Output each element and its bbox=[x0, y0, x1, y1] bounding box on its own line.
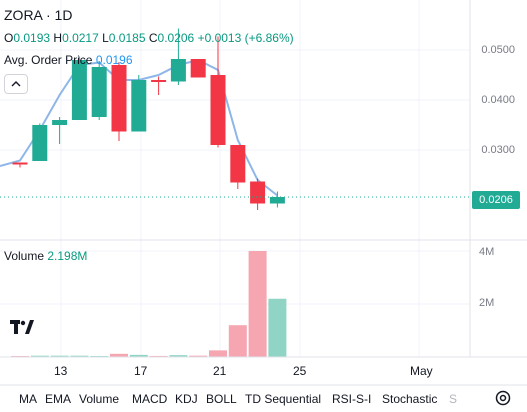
open-label: O bbox=[4, 31, 14, 45]
avg-order-price-legend: Avg. Order Price 0.0196 bbox=[4, 53, 133, 67]
candle-body bbox=[71, 60, 87, 120]
price-axis-label: 0.0500 bbox=[481, 44, 515, 56]
tradingview-logo-icon bbox=[10, 320, 34, 334]
candle-body bbox=[269, 197, 285, 204]
indicator-macd[interactable]: MACD bbox=[132, 392, 168, 406]
current-price-tag: 0.0206 bbox=[472, 191, 520, 209]
low-label: L bbox=[102, 31, 109, 45]
indicator-toolbar: MA EMA Volume MACD KDJ BOLL TD Sequentia… bbox=[0, 386, 527, 412]
candle bbox=[230, 145, 246, 189]
high-value: 0.0217 bbox=[62, 31, 99, 45]
candle-body bbox=[131, 80, 147, 132]
indicator-rsi-s-i[interactable]: RSI-S-I bbox=[332, 392, 372, 406]
ohlc-legend: O0.0193 H0.0217 L0.0185 C0.0206 +0.0013 … bbox=[4, 31, 294, 45]
candles-group bbox=[12, 28, 285, 210]
time-axis-label: 21 bbox=[213, 364, 227, 378]
candle-body bbox=[210, 75, 226, 145]
time-axis-label: 25 bbox=[293, 364, 307, 378]
indicator-more[interactable]: S bbox=[449, 392, 458, 406]
volume-bar bbox=[30, 355, 49, 357]
candle bbox=[52, 117, 68, 144]
candle-body bbox=[111, 65, 127, 132]
volume-bar bbox=[248, 251, 267, 357]
volume-legend: Volume 2.198M bbox=[4, 249, 87, 263]
chevron-up-icon bbox=[11, 81, 21, 87]
volume-bar bbox=[129, 354, 148, 357]
candle-body bbox=[151, 80, 167, 82]
volume-bar bbox=[268, 298, 287, 357]
price-axis-label: 0.0300 bbox=[481, 144, 515, 156]
candle bbox=[131, 75, 147, 132]
open-value: 0.0193 bbox=[13, 31, 51, 45]
candle bbox=[170, 28, 186, 85]
low-value: 0.0185 bbox=[108, 31, 146, 45]
gear-icon bbox=[495, 390, 511, 406]
symbol-title: ZORA · 1D bbox=[4, 7, 73, 23]
indicator-boll[interactable]: BOLL bbox=[206, 392, 237, 406]
tradingview-logo[interactable] bbox=[8, 316, 36, 340]
volume-axis-label: 2M bbox=[479, 297, 495, 309]
volume-bar bbox=[209, 350, 227, 357]
candle bbox=[210, 36, 226, 148]
collapse-legend-button[interactable] bbox=[4, 74, 28, 94]
candle-body bbox=[91, 67, 107, 117]
indicator-kdj[interactable]: KDJ bbox=[175, 392, 198, 406]
volume-bar bbox=[110, 353, 128, 357]
indicator-volume[interactable]: Volume bbox=[79, 392, 120, 406]
candle-body bbox=[52, 120, 68, 125]
volume-bar bbox=[50, 355, 69, 357]
volume-value: 2.198M bbox=[47, 249, 88, 263]
indicator-td-sequential[interactable]: TD Sequential bbox=[245, 392, 322, 406]
time-axis-label: May bbox=[410, 364, 433, 378]
volume-bar bbox=[70, 355, 89, 357]
indicator-ma[interactable]: MA bbox=[19, 392, 37, 406]
avg-value: 0.0196 bbox=[95, 53, 133, 67]
candle bbox=[190, 59, 206, 78]
change-value: +0.0013 (+6.86%) bbox=[197, 31, 294, 45]
indicator-ema[interactable]: EMA bbox=[45, 392, 72, 406]
close-label: C bbox=[148, 31, 158, 45]
time-axis-label: 13 bbox=[54, 364, 68, 378]
candle-body bbox=[32, 125, 48, 161]
candle-body bbox=[170, 59, 186, 82]
candle-body bbox=[250, 181, 266, 204]
price-axis-label: 0.0400 bbox=[481, 94, 515, 106]
candle bbox=[269, 191, 285, 208]
candle bbox=[12, 162, 28, 168]
axes-group bbox=[0, 0, 527, 386]
avg-label: Avg. Order Price bbox=[4, 53, 93, 67]
volume-bar bbox=[149, 355, 168, 357]
time-axis-label: 17 bbox=[134, 364, 148, 378]
volume-label: Volume bbox=[4, 249, 45, 263]
volume-bars-group bbox=[11, 251, 287, 357]
candle bbox=[32, 123, 48, 161]
candle bbox=[151, 76, 167, 95]
candle bbox=[111, 62, 127, 141]
volume-bar bbox=[228, 325, 247, 357]
high-label: H bbox=[53, 31, 63, 45]
candle-body bbox=[190, 59, 206, 78]
volume-bar bbox=[189, 355, 208, 357]
settings-button[interactable] bbox=[494, 389, 512, 407]
candle-body bbox=[230, 145, 246, 183]
candle bbox=[250, 178, 266, 210]
close-value: 0.0206 bbox=[157, 31, 195, 45]
candle bbox=[71, 56, 87, 120]
candle bbox=[91, 61, 107, 120]
candle-body bbox=[12, 162, 28, 165]
indicator-stochastic[interactable]: Stochastic bbox=[382, 392, 438, 406]
volume-axis-label: 4M bbox=[479, 246, 495, 258]
volume-bar bbox=[169, 355, 188, 357]
